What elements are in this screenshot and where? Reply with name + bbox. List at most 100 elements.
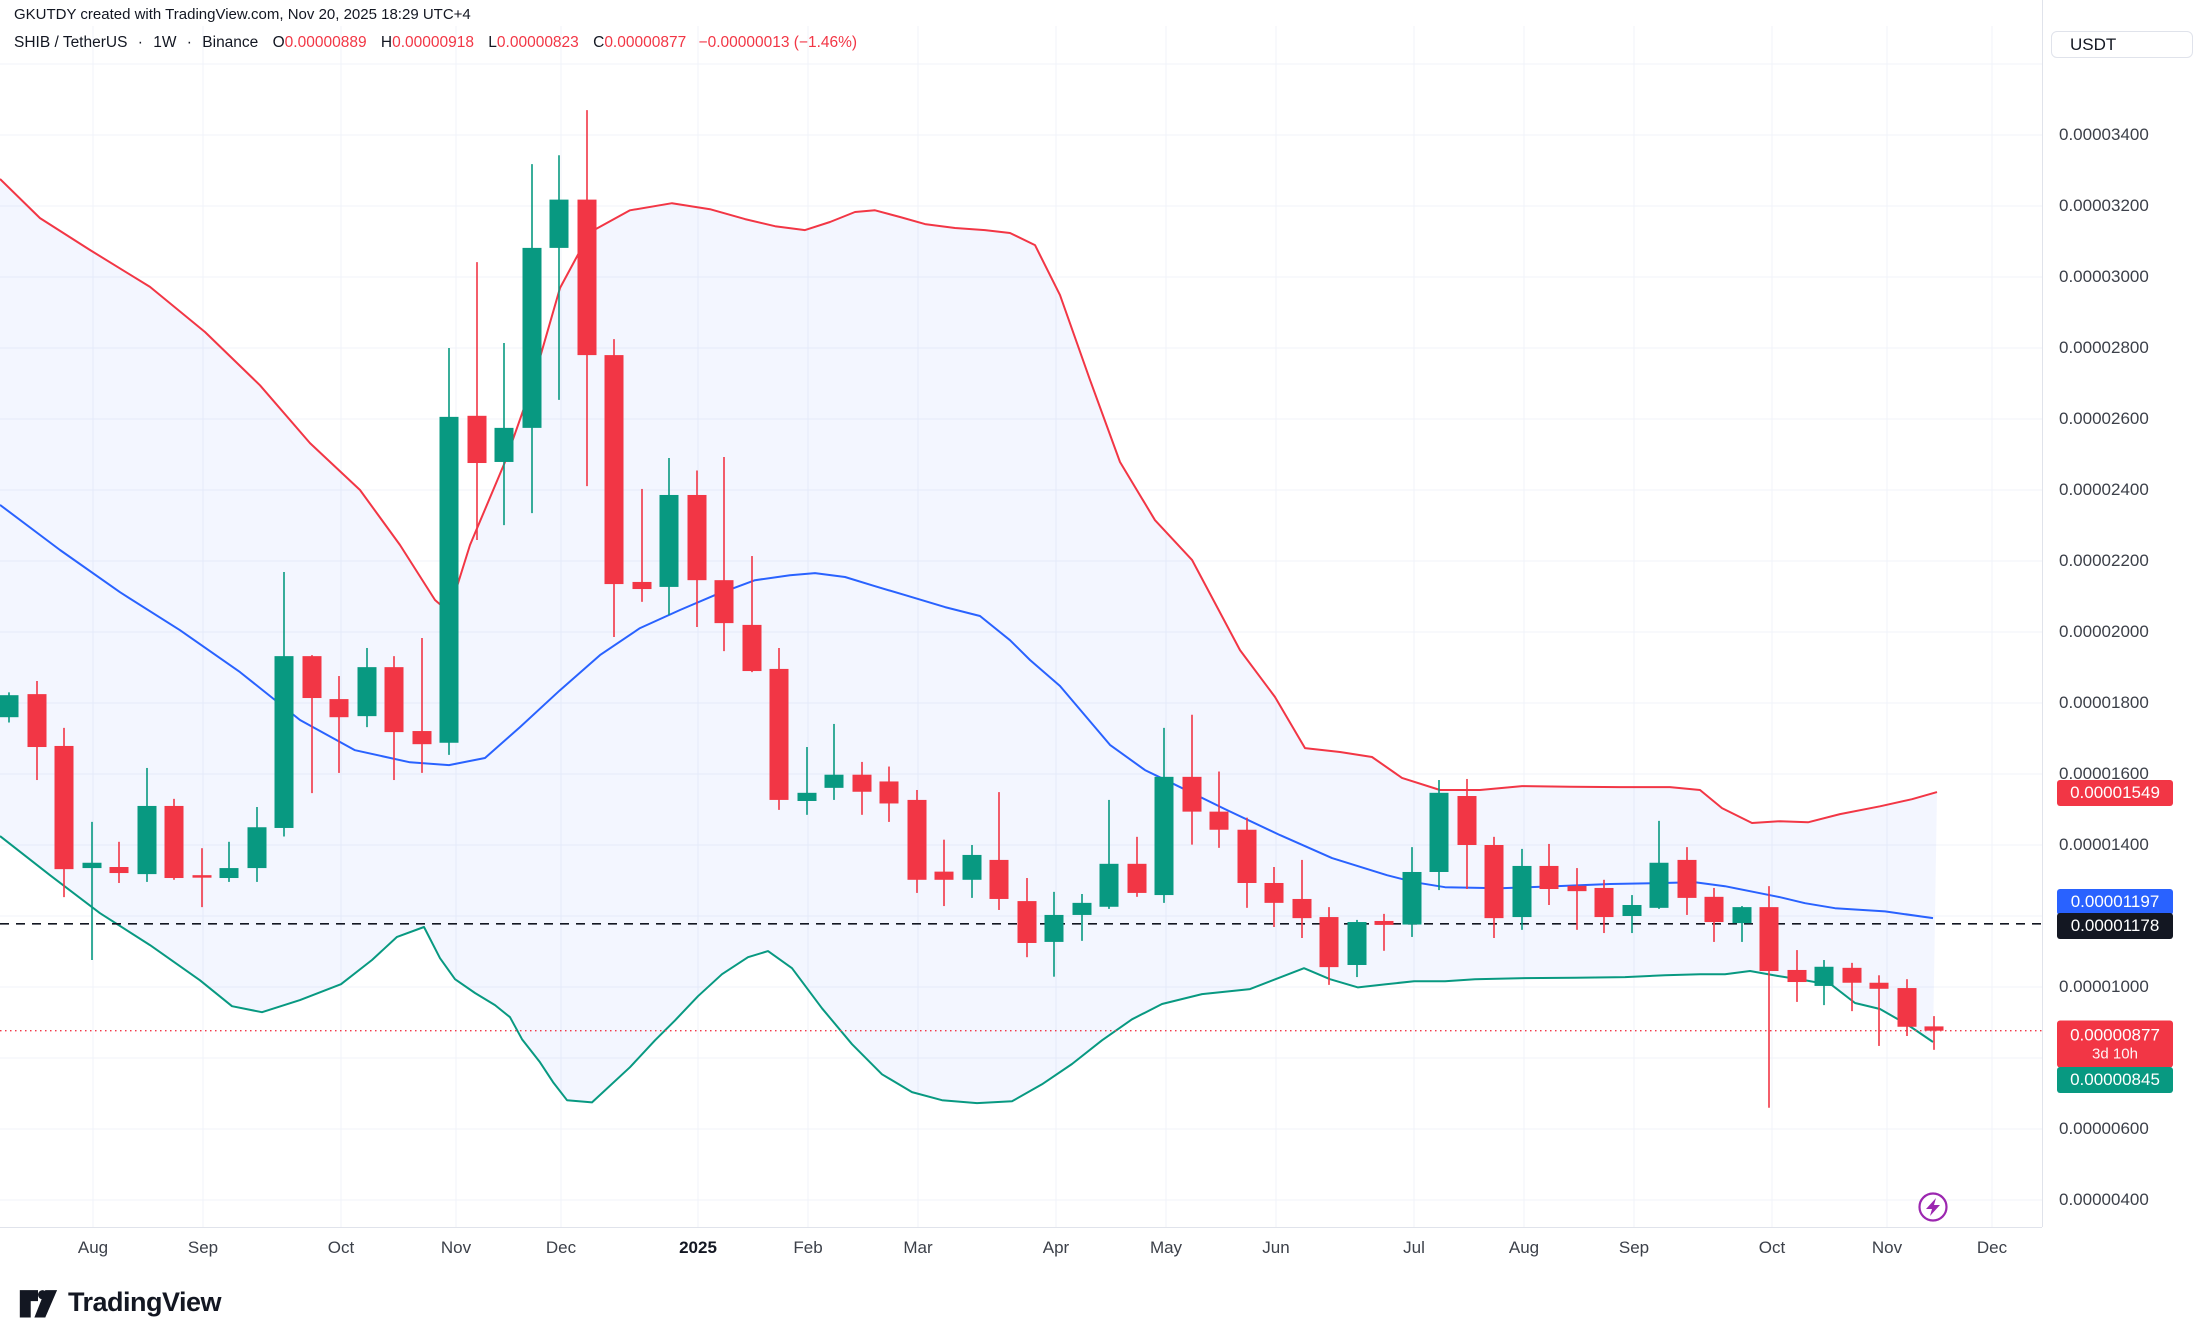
- candle-body: [577, 199, 597, 356]
- low-value: 0.00000823: [496, 34, 579, 51]
- open-label: O: [272, 34, 285, 51]
- price-badge: 0.00001549: [2057, 780, 2173, 806]
- close-label: C: [593, 34, 605, 51]
- time-axis-label: Nov: [440, 1238, 472, 1257]
- candle-body: [1209, 811, 1229, 830]
- candle-body: [274, 656, 294, 828]
- price-axis-label: 0.00003200: [2059, 196, 2149, 215]
- time-axis-label: Sep: [187, 1238, 219, 1257]
- interval-label[interactable]: 1W: [153, 34, 177, 51]
- candle-body: [357, 667, 377, 717]
- candle-body: [1127, 863, 1147, 893]
- bollinger-lower-band: [0, 835, 1934, 1105]
- candle-body: [1182, 776, 1202, 812]
- candle-body: [1787, 969, 1807, 983]
- candle-body: [192, 875, 212, 878]
- candle-body: [659, 494, 679, 587]
- candle-body: [1402, 871, 1422, 925]
- currency-toggle-button[interactable]: USDT: [2051, 31, 2193, 58]
- candle-body: [1869, 982, 1889, 989]
- candle-body: [604, 355, 624, 585]
- candle-body: [549, 199, 569, 248]
- time-axis-label: Mar: [903, 1238, 933, 1257]
- price-axis-label: 0.00002800: [2059, 338, 2149, 357]
- candle-body: [632, 581, 652, 590]
- candle-body: [1484, 845, 1504, 919]
- price-axis-label: 0.00001400: [2059, 835, 2149, 854]
- candle-body: [1099, 863, 1119, 907]
- candle-body: [1924, 1026, 1944, 1031]
- time-axis-label: Oct: [1758, 1238, 1786, 1257]
- candle-body: [797, 792, 817, 801]
- candle-body: [1567, 885, 1587, 892]
- tradingview-logo-icon: [19, 1290, 58, 1318]
- price-axis-label: 0.00002400: [2059, 480, 2149, 499]
- price-axis[interactable]: USDT 0.00003400 0.00003200 0.00003000 0.000…: [2042, 0, 2201, 1227]
- candle-body: [54, 745, 74, 870]
- time-axis-label: Aug: [1508, 1238, 1540, 1257]
- lightning-alert-icon[interactable]: [1918, 1192, 1948, 1222]
- candle-body: [1897, 988, 1917, 1027]
- price-axis-label: 0.00002600: [2059, 409, 2149, 428]
- candle-body: [1347, 922, 1367, 965]
- candle-body: [302, 656, 322, 699]
- candle-body: [247, 827, 267, 869]
- tradingview-logo[interactable]: TradingView: [18, 1284, 222, 1320]
- candle-body: [1374, 920, 1394, 925]
- time-axis-label: Apr: [1042, 1238, 1070, 1257]
- candle-body: [989, 859, 1009, 899]
- candle-body: [1649, 862, 1669, 908]
- candle-body: [384, 667, 404, 733]
- candle-body: [1759, 907, 1779, 972]
- candle-body: [329, 699, 349, 718]
- price-chart-canvas[interactable]: [0, 0, 2042, 1227]
- candle-body: [879, 781, 899, 804]
- candle-body: [219, 868, 239, 879]
- price-axis-label: 0.00000400: [2059, 1190, 2149, 1209]
- time-axis-label: Oct: [327, 1238, 355, 1257]
- candle-body: [1264, 882, 1284, 903]
- tradingview-logo-text: TradingView: [68, 1286, 222, 1317]
- candle-body: [82, 862, 102, 869]
- symbol-name[interactable]: SHIB / TetherUS: [14, 34, 128, 51]
- time-axis-label: Dec: [1976, 1238, 2008, 1257]
- candle-body: [27, 694, 47, 748]
- candle-body: [1539, 865, 1559, 890]
- candle-body: [1429, 792, 1449, 872]
- low-label: L: [488, 34, 497, 51]
- price-badge: 0.00000877 3d 10h: [2057, 1020, 2173, 1068]
- price-axis-label: 0.00001600: [2059, 764, 2149, 783]
- separator: ·: [137, 34, 143, 51]
- candle-body: [1842, 967, 1862, 983]
- candle-body: [1677, 859, 1697, 898]
- time-axis-label: May: [1149, 1238, 1183, 1257]
- high-label: H: [380, 34, 393, 51]
- price-badge: 0.00001178: [2057, 913, 2173, 939]
- candle-body: [0, 695, 19, 718]
- price-axis-label: 0.00002200: [2059, 551, 2149, 570]
- candle-body: [439, 416, 459, 743]
- time-axis[interactable]: Aug Sep Oct Nov Dec 2025 Feb Mar Apr May Jun Jul Aug…: [0, 1227, 2042, 1270]
- candle-body: [412, 731, 432, 745]
- candle-countdown: 3d 10h: [2092, 1045, 2138, 1063]
- price-badge: 0.00001197: [2057, 889, 2173, 915]
- candle-body: [1622, 904, 1642, 916]
- symbol-info-row[interactable]: SHIB / TetherUS · 1W · Binance O0.000008…: [14, 34, 857, 52]
- time-axis-label: Dec: [545, 1238, 577, 1257]
- candle-body: [1594, 887, 1614, 918]
- attribution-text: GKUTDY created with TradingView.com, Nov…: [14, 6, 471, 23]
- time-axis-label: Sep: [1618, 1238, 1650, 1257]
- price-axis-label: 0.00000600: [2059, 1119, 2149, 1138]
- candle-body: [164, 805, 184, 879]
- close-value: 0.00000877: [604, 34, 687, 51]
- price-axis-label: 0.00003000: [2059, 267, 2149, 286]
- time-axis-label: Jul: [1403, 1238, 1425, 1257]
- candle-body: [687, 494, 707, 581]
- candle-body: [109, 867, 129, 874]
- bollinger-fill: [0, 179, 1937, 1104]
- candle-body: [934, 871, 954, 880]
- candle-body: [1072, 902, 1092, 915]
- candle-body: [742, 624, 762, 672]
- separator: ·: [186, 34, 192, 51]
